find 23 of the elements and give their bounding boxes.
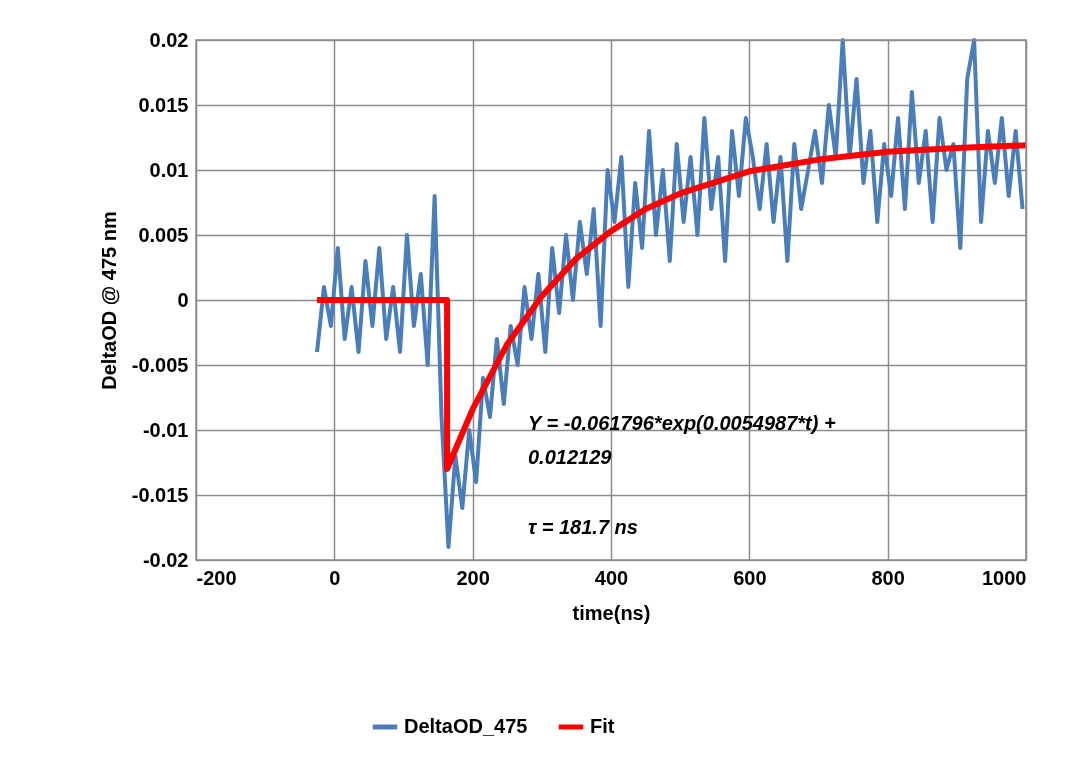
y-tick-label: -0.02 (142, 548, 189, 571)
y-tick-label: -0.005 (131, 353, 189, 376)
x-tick-label: 800 (871, 566, 905, 589)
x-tick-label: 600 (733, 566, 767, 589)
y-tick-label: 0.01 (149, 158, 189, 181)
y-tick-label: 0.02 (149, 28, 189, 51)
annotation: Y = -0.061796*exp(0.0054987*t) + 0.012129 (528, 411, 836, 468)
legend-label: DeltaOD_475 (404, 715, 528, 737)
x-tick-label: 0 (329, 566, 341, 589)
y-tick-label: -0.01 (142, 418, 189, 441)
y-tick-label: 0.005 (138, 223, 189, 246)
line-series (315, 38, 1025, 549)
x-tick-label: -200 (196, 566, 237, 589)
y-tick-label: 0 (177, 288, 189, 311)
x-tick-label: 1000 (982, 566, 1027, 589)
x-tick-label: 200 (456, 566, 490, 589)
y-tick-label: 0.015 (138, 93, 189, 116)
y-axis-title: DeltaOD @ 475 nm (97, 211, 120, 390)
x-tick-label: 400 (594, 566, 629, 589)
annotation: τ = 181.7 ns (528, 515, 638, 538)
x-axis-title: time(ns) (572, 601, 651, 624)
legend-label: Fit (590, 715, 615, 737)
y-tick-label: -0.015 (131, 483, 189, 506)
